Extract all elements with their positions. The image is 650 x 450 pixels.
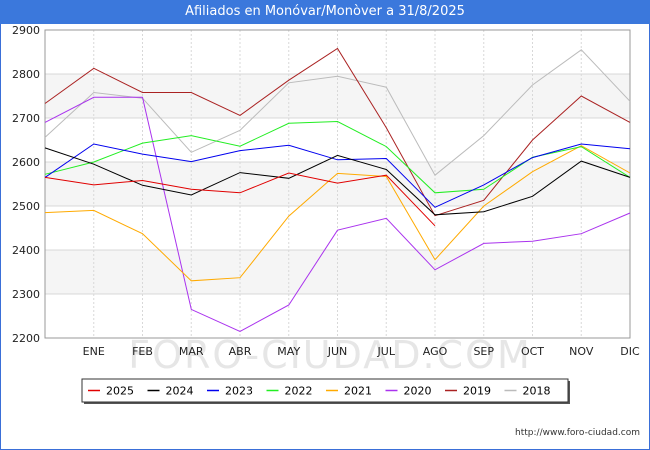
x-tick-label: JUL <box>377 345 396 358</box>
x-tick-label: MAY <box>277 345 300 358</box>
y-tick-label: 2800 <box>12 68 40 81</box>
x-tick-label: OCT <box>521 345 544 358</box>
series-line-2019 <box>44 47 631 217</box>
x-tick-label: ENE <box>83 345 105 358</box>
axes: 2200 2300 2400 2500 2600 2700 2800 2900 ENE FEB MA… <box>12 24 640 358</box>
legend-label: 2021 <box>344 385 372 398</box>
x-tick-label: JUN <box>327 345 348 358</box>
series-lines <box>44 47 631 332</box>
y-tick-label: 2300 <box>12 288 40 301</box>
legend-label: 2018 <box>523 385 551 398</box>
chart-title: Afiliados en Monóvar/Monòver a 31/8/2025 <box>0 0 650 24</box>
x-tick-label: MAR <box>179 345 204 358</box>
series-line-2023 <box>44 143 631 208</box>
plot-border <box>44 29 631 339</box>
series-line-2024 <box>44 147 631 216</box>
x-tick-label: NOV <box>569 345 594 358</box>
y-tick-label: 2500 <box>12 200 40 213</box>
x-tick-label: DIC <box>620 345 640 358</box>
series-line-2021 <box>44 145 631 282</box>
legend-label: 2022 <box>285 385 313 398</box>
legend: 2025 2024 2023 2022 2021 2020 2019 2018 <box>81 378 570 404</box>
x-tick-label: ABR <box>229 345 252 358</box>
series-line-2020 <box>44 96 631 332</box>
y-tick-label: 2600 <box>12 156 40 169</box>
x-tick-label: FEB <box>132 345 153 358</box>
legend-label: 2025 <box>106 385 134 398</box>
legend-label: 2023 <box>225 385 253 398</box>
y-tick-label: 2900 <box>12 24 40 37</box>
series-line-2025 <box>44 172 436 227</box>
y-tick-label: 2200 <box>12 332 40 345</box>
legend-label: 2024 <box>166 385 194 398</box>
y-tick-label: 2400 <box>12 244 40 257</box>
y-tick-label: 2700 <box>12 112 40 125</box>
legend-label: 2019 <box>463 385 491 398</box>
x-tick-label: SEP <box>473 345 494 358</box>
legend-label: 2020 <box>404 385 432 398</box>
x-tick-label: AGO <box>423 345 448 358</box>
watermark: FORO-CIUDAD.COM <box>128 333 532 377</box>
legend-box <box>81 378 569 403</box>
footer-url: http://www.foro-ciudad.com <box>515 428 640 438</box>
